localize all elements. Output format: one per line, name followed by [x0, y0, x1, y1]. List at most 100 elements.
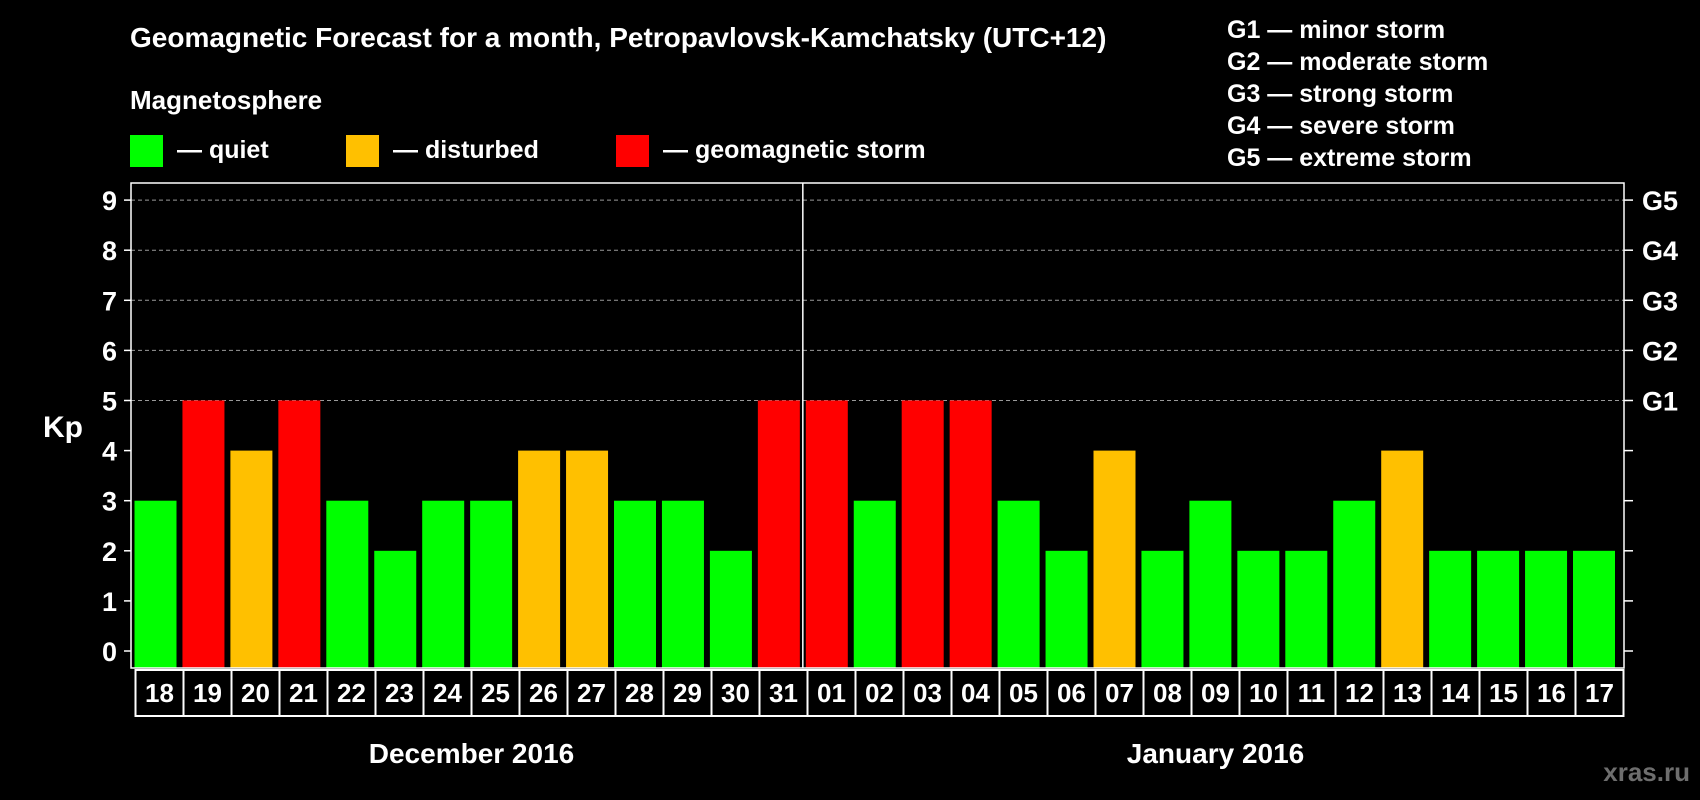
bar [518, 450, 561, 668]
bar [901, 400, 944, 668]
bar [134, 500, 177, 668]
day-labels: 18 19 20 21 22 23 24 25 26 27 28 29 30 31 01 02 03 04 05 06… [134, 669, 1625, 717]
day-label: 31 [769, 678, 798, 708]
day-label: 10 [1249, 678, 1278, 708]
month-labels: December 2016 January 2016 [369, 738, 1304, 769]
day-label: 04 [961, 678, 990, 708]
day-label: 21 [289, 678, 318, 708]
bar [1573, 550, 1615, 668]
storm-legend-item: G1 — minor storm [1227, 16, 1445, 44]
bar [470, 500, 513, 668]
storm-level-ticks: G1 G2 G3 G4 G5 [1642, 186, 1678, 416]
axes [130, 182, 1625, 669]
bar [1429, 550, 1472, 668]
day-label: 06 [1057, 678, 1086, 708]
month-label: January 2016 [1127, 738, 1304, 769]
bar [326, 500, 369, 668]
day-label: 23 [385, 678, 414, 708]
storm-level-label: G2 [1642, 336, 1678, 366]
storm-level-label: G3 [1642, 286, 1678, 316]
bar [997, 500, 1040, 668]
day-label: 28 [625, 678, 654, 708]
day-label: 22 [337, 678, 366, 708]
bar [709, 550, 752, 668]
y-tick-label: 8 [102, 236, 117, 266]
storm-level-label: G5 [1642, 186, 1678, 216]
storm-level-legend: G1 — minor storm G2 — moderate storm G3 — … [1227, 16, 1488, 172]
bars [134, 400, 1615, 668]
day-label: 16 [1537, 678, 1566, 708]
legend-label: — geomagnetic storm [663, 136, 926, 164]
bar [757, 400, 800, 668]
legend-title: Magnetosphere [130, 85, 322, 115]
watermark: xras.ru [1603, 757, 1690, 787]
bar [230, 450, 273, 668]
day-label: 05 [1009, 678, 1038, 708]
y-tick-label: 9 [102, 186, 117, 216]
bar [182, 400, 225, 668]
day-label-frame [134, 669, 1625, 717]
y-tick-label: 6 [102, 336, 117, 366]
storm-legend-item: G3 — strong storm [1227, 80, 1453, 108]
y-tick-label: 0 [102, 637, 117, 667]
day-label: 07 [1105, 678, 1134, 708]
day-label: 25 [481, 678, 510, 708]
day-label: 08 [1153, 678, 1182, 708]
bar [853, 500, 896, 668]
bar [661, 500, 704, 668]
storm-legend-item: G5 — extreme storm [1227, 144, 1472, 172]
day-label: 20 [241, 678, 270, 708]
storm-level-label: G1 [1642, 387, 1678, 417]
legend-label: — quiet [177, 136, 269, 164]
y-tick-label: 7 [102, 286, 117, 316]
y-tick-label: 3 [102, 487, 117, 517]
bar [1237, 550, 1280, 668]
bar [949, 400, 992, 668]
bar [1141, 550, 1184, 668]
y-tick-label: 2 [102, 537, 117, 567]
bar [1381, 450, 1424, 668]
day-label: 09 [1201, 678, 1230, 708]
legend-swatch [346, 135, 379, 167]
day-label: 18 [145, 678, 174, 708]
y-axis-label: Kp [43, 411, 83, 444]
bar [1333, 500, 1376, 668]
day-label: 17 [1585, 678, 1614, 708]
day-label: 26 [529, 678, 558, 708]
chart-title: Geomagnetic Forecast for a month, Petrop… [130, 22, 1106, 53]
storm-legend-item: G4 — severe storm [1227, 112, 1455, 140]
grid-lines [131, 199, 1624, 401]
day-label: 29 [673, 678, 702, 708]
day-label: 14 [1441, 678, 1470, 708]
legend-swatch [616, 135, 649, 167]
month-label: December 2016 [369, 738, 574, 769]
day-label: 19 [193, 678, 222, 708]
day-label: 15 [1489, 678, 1518, 708]
bar [1189, 500, 1232, 668]
y-tick-label: 4 [102, 437, 117, 467]
y-tick-label: 5 [102, 387, 117, 417]
color-legend: — quiet — disturbed — geomagnetic storm [130, 135, 926, 167]
y-tick-label: 1 [102, 587, 117, 617]
bar [1525, 550, 1568, 668]
bar [422, 500, 465, 668]
legend-swatch [130, 135, 163, 167]
bar [1093, 450, 1136, 668]
day-label: 27 [577, 678, 606, 708]
y-ticks: 0 1 2 3 4 5 6 7 8 9 [102, 186, 1633, 667]
day-label: 03 [913, 678, 942, 708]
legend-label: — disturbed [393, 136, 539, 164]
storm-level-label: G4 [1642, 236, 1678, 266]
day-label: 24 [433, 678, 462, 708]
day-label: 02 [865, 678, 894, 708]
bar [614, 500, 656, 668]
bar [374, 550, 417, 668]
bar [805, 400, 848, 668]
day-label: 13 [1393, 678, 1422, 708]
bar [566, 450, 609, 668]
day-label: 11 [1298, 678, 1326, 708]
day-label: 01 [817, 678, 846, 708]
bar [278, 400, 321, 668]
day-label: 30 [721, 678, 750, 708]
